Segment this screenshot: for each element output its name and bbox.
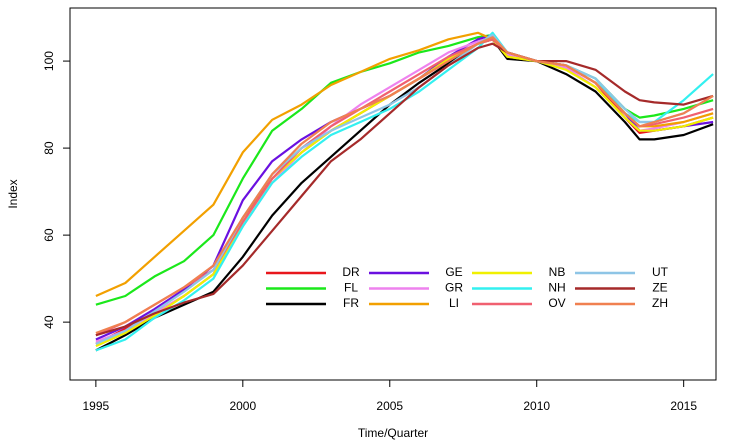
series-line xyxy=(95,36,714,335)
legend-label: ZE xyxy=(652,281,667,295)
y-tick-label: 80 xyxy=(42,141,56,155)
legend-label: UT xyxy=(652,265,669,279)
legend-label: GR xyxy=(445,281,463,295)
legend-label: FR xyxy=(343,296,359,310)
y-tick-label: 100 xyxy=(42,51,56,71)
series-line xyxy=(95,42,714,337)
series-line xyxy=(95,38,714,352)
legend-label: FL xyxy=(344,281,358,295)
legend-label: LI xyxy=(449,296,459,310)
plot-frame xyxy=(69,7,717,381)
x-tick-label: 2005 xyxy=(376,399,403,413)
legend-label: DR xyxy=(342,265,360,279)
legend-label: NB xyxy=(549,265,566,279)
series-line xyxy=(95,38,714,348)
y-tick-label: 60 xyxy=(42,228,56,242)
y-tick-label: 40 xyxy=(42,315,56,329)
x-tick-label: 1995 xyxy=(83,399,110,413)
legend-label: OV xyxy=(548,296,565,310)
series-line xyxy=(95,33,714,306)
y-axis-label: Index xyxy=(6,179,20,208)
legend-label: GE xyxy=(445,265,462,279)
x-tick-label: 2010 xyxy=(523,399,550,413)
series-line xyxy=(95,38,714,337)
x-axis-label: Time/Quarter xyxy=(358,426,428,440)
x-tick-label: 2015 xyxy=(670,399,697,413)
legend-label: NH xyxy=(548,281,565,295)
x-tick-label: 2000 xyxy=(229,399,256,413)
legend-label: ZH xyxy=(652,296,668,310)
